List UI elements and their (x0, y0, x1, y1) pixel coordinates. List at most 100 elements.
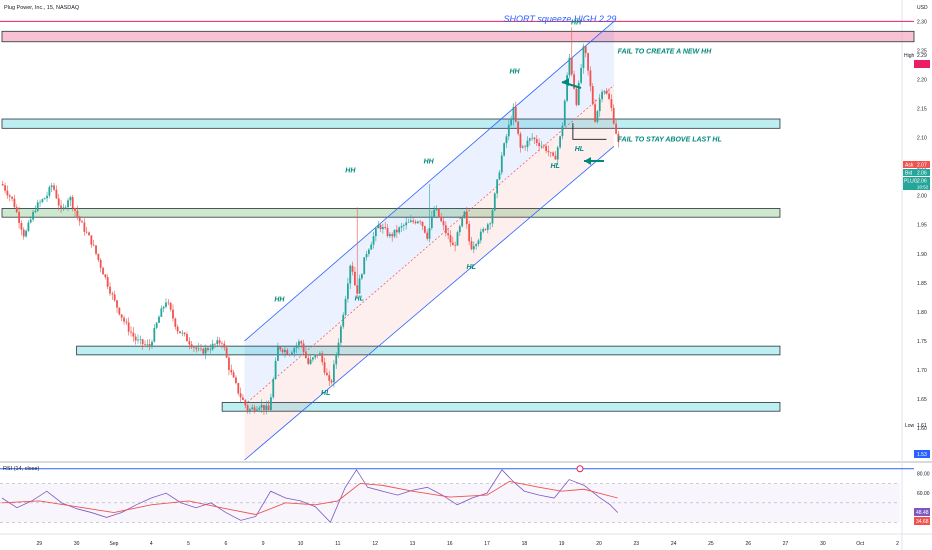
candle-body (449, 235, 452, 243)
candle-body (18, 212, 20, 223)
rsi-tick-label: 80.00 (917, 472, 930, 478)
last-price-badge: PLUG 2.06 10:52 (903, 177, 930, 190)
candle-body (615, 123, 617, 134)
candle-body (204, 347, 207, 354)
svg-text:PLUG: PLUG (904, 179, 918, 185)
candle-body (223, 343, 226, 348)
candle-body (27, 222, 30, 231)
price-tick-label: 1.60 (917, 426, 927, 432)
time-tick-label: 27 (783, 541, 789, 547)
zone-cyan-middle (76, 345, 781, 356)
candle-body (332, 364, 335, 383)
time-tick-label: Oct (856, 541, 864, 547)
time-tick-label: 16 (447, 541, 453, 547)
candle-body (99, 259, 102, 268)
candle-body (545, 146, 548, 151)
candle-body (559, 136, 562, 148)
candle-body (81, 221, 83, 223)
candle-body (339, 326, 342, 343)
candle-body (430, 216, 433, 228)
candle-body (540, 145, 543, 147)
candle-body (386, 228, 389, 237)
candle-body (71, 197, 74, 208)
candle-body (603, 90, 606, 92)
candle-body (531, 137, 534, 139)
channel-upper-line (244, 21, 615, 342)
candle-body (470, 241, 473, 250)
candle-body (97, 253, 100, 260)
symbol-header: Plug Power, Inc., 15, NASDAQ (4, 5, 80, 11)
candle-body (295, 345, 298, 349)
annotation-label: HH (509, 69, 520, 76)
rsi-layer (0, 469, 900, 523)
candle-body (323, 362, 326, 373)
candle-body (573, 74, 575, 89)
candle-body (356, 285, 359, 294)
candle-body (524, 146, 527, 148)
candle-body (193, 347, 195, 348)
candle-body (598, 99, 601, 112)
axes-layer: 2.302.252.202.152.102.052.001.951.901.85… (37, 19, 930, 547)
candle-body (83, 222, 86, 232)
low-badge: Low 1.61 (905, 423, 927, 429)
candle-body (363, 257, 366, 275)
rsi-ma-line (1, 481, 618, 515)
candle-body (160, 308, 163, 317)
svg-text:2.06: 2.06 (917, 179, 927, 185)
candle-body (197, 348, 200, 350)
candle-body (144, 344, 146, 345)
candle-body (270, 397, 272, 411)
candle-body (53, 185, 55, 190)
candle-body (36, 202, 39, 211)
candle-body (253, 407, 256, 411)
candle-body (151, 341, 153, 347)
svg-text:10:52: 10:52 (917, 185, 929, 190)
candle-body (181, 332, 184, 334)
candle-body (351, 265, 354, 272)
candle-body (437, 208, 440, 217)
annotations-layer: HH FAIL TO CREATE A NEW HH HH FAIL TO STAY … (274, 19, 722, 473)
candle-body (580, 68, 582, 83)
candle-body (76, 210, 79, 217)
candle-body (423, 226, 426, 233)
candle-body (440, 216, 443, 222)
candle-body (587, 53, 589, 71)
candle-body (305, 352, 307, 359)
time-tick-label: 18 (522, 541, 528, 547)
price-tick-label: 1.70 (917, 368, 927, 374)
candle-body (416, 221, 419, 224)
candle-body (312, 357, 314, 360)
annotation-label: HH (424, 159, 435, 166)
annotation-label: HH (571, 19, 582, 26)
candle-body (496, 179, 499, 194)
candle-body (388, 234, 391, 237)
candle-body (484, 229, 487, 230)
candle-body (475, 244, 478, 247)
candle-body (239, 393, 242, 398)
price-tick-label: 2.25 (917, 48, 927, 54)
candle-body (407, 222, 410, 223)
candle-body (179, 331, 181, 334)
price-tick-label: 1.65 (917, 397, 927, 403)
price-tick-label: 1.85 (917, 281, 927, 287)
candle-body (55, 189, 58, 199)
candle-body (186, 334, 188, 342)
candle-body (211, 343, 214, 350)
candle-body (521, 146, 524, 148)
candle-body (377, 225, 380, 229)
candle-body (433, 209, 436, 217)
candle-body (232, 372, 235, 378)
candle-body (458, 226, 461, 233)
candle-body (141, 339, 144, 345)
candle-body (512, 107, 515, 120)
candle-body (8, 195, 11, 197)
candle-body (353, 271, 356, 286)
time-tick-label: 30 (74, 541, 80, 547)
candle-body (472, 246, 475, 250)
candle-body (29, 219, 32, 223)
candle-body (139, 339, 142, 340)
zones-layer (0, 20, 915, 470)
candle-body (22, 229, 25, 237)
candle-body (69, 197, 72, 201)
candle-body (405, 222, 408, 226)
